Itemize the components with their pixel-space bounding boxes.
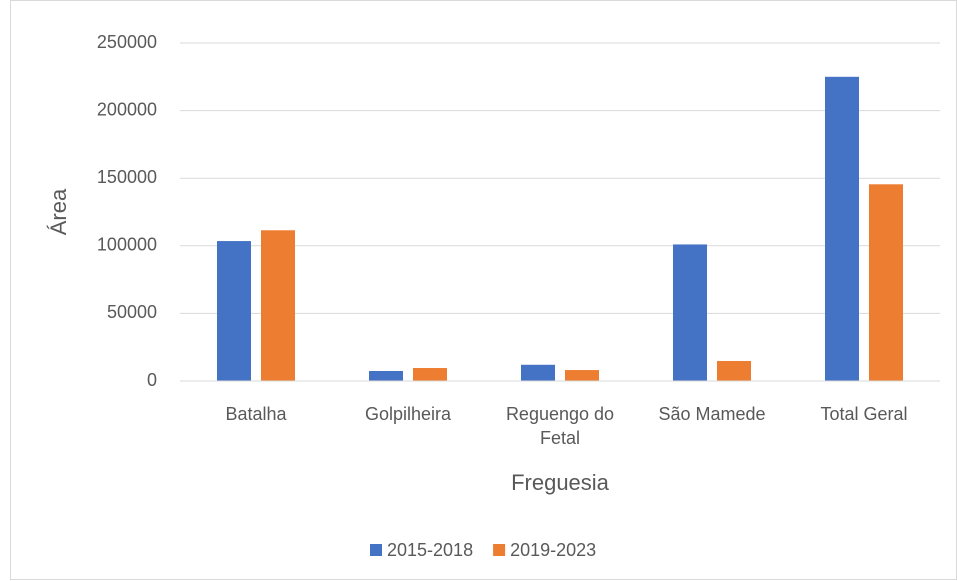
bar — [521, 364, 555, 381]
y-tick-label: 250000 — [97, 32, 157, 52]
bar — [717, 360, 751, 381]
bar — [413, 368, 447, 381]
chart-border — [10, 0, 957, 580]
legend-swatch — [493, 544, 506, 556]
x-tick-label: Batalha — [225, 404, 287, 424]
bar — [369, 370, 403, 381]
x-tick-label: Reguengo do Fetal — [505, 404, 615, 448]
bar — [217, 241, 251, 381]
bar — [869, 184, 903, 381]
x-tick-label: São Mamede — [658, 404, 766, 424]
bar — [673, 244, 707, 381]
bar — [825, 76, 859, 382]
legend-label: 2015-2018 — [387, 540, 473, 560]
legend-swatch — [370, 544, 382, 556]
bar — [261, 230, 295, 381]
y-tick-label: 0 — [147, 370, 157, 390]
y-tick-label: 200000 — [97, 99, 157, 119]
y-tick-label: 50000 — [107, 302, 157, 322]
bar — [565, 370, 599, 381]
x-tick-label: Total Geral — [820, 404, 908, 424]
legend-label: 2019-2023 — [510, 540, 596, 560]
y-axis-title: Área — [46, 188, 71, 235]
x-tick-label: Golpilheira — [364, 404, 452, 424]
y-tick-label: 100000 — [97, 235, 157, 255]
x-axis-title: Freguesia — [511, 470, 610, 495]
y-tick-label: 150000 — [97, 167, 157, 187]
